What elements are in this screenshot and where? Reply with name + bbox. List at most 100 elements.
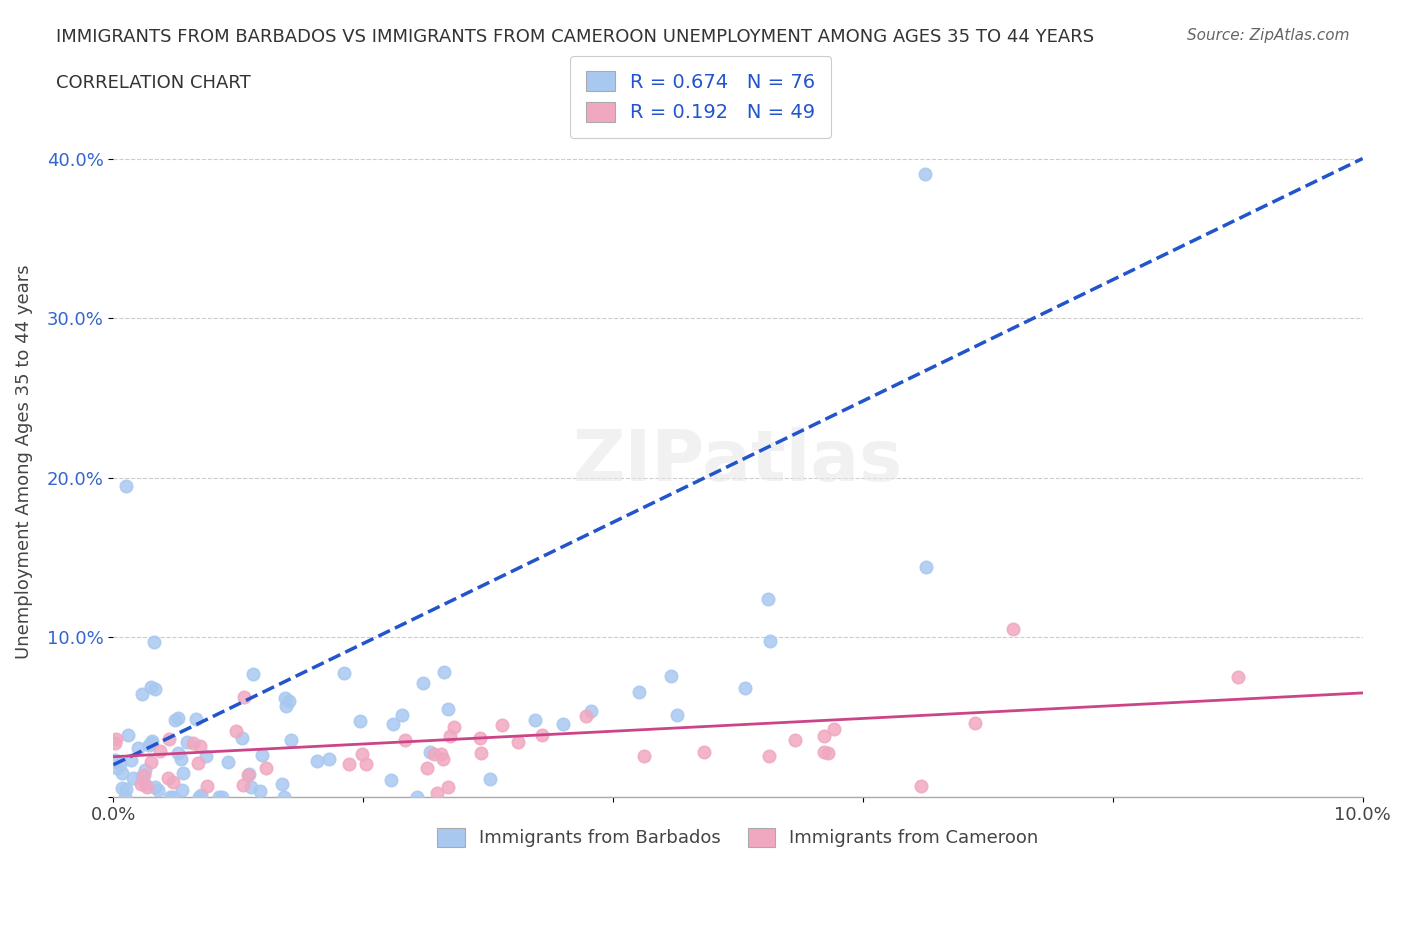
Point xyxy=(628,684,651,699)
Point xyxy=(141,679,163,694)
Point xyxy=(273,790,295,804)
Point xyxy=(553,717,575,732)
Point xyxy=(115,478,138,493)
Point xyxy=(132,767,155,782)
Point xyxy=(382,717,405,732)
Point xyxy=(217,754,239,769)
Point xyxy=(232,777,254,792)
Point xyxy=(693,744,716,759)
Point xyxy=(756,591,779,606)
Point xyxy=(277,694,299,709)
Point xyxy=(758,749,780,764)
Point xyxy=(349,713,371,728)
Point xyxy=(141,734,163,749)
Point xyxy=(111,765,134,780)
Point xyxy=(437,701,460,716)
Point xyxy=(143,634,166,649)
Point xyxy=(238,766,260,781)
Point xyxy=(443,719,465,734)
Point xyxy=(254,761,277,776)
Point xyxy=(579,704,602,719)
Point xyxy=(167,711,190,725)
Point xyxy=(195,779,218,794)
Point xyxy=(148,783,170,798)
Point xyxy=(104,736,127,751)
Point xyxy=(250,748,273,763)
Y-axis label: Unemployment Among Ages 35 to 44 years: Unemployment Among Ages 35 to 44 years xyxy=(15,264,32,659)
Point xyxy=(479,771,502,786)
Point xyxy=(437,780,460,795)
Point xyxy=(134,763,156,777)
Point xyxy=(914,559,936,574)
Point xyxy=(170,751,193,766)
Point xyxy=(120,752,142,767)
Point xyxy=(172,765,194,780)
Point xyxy=(170,783,193,798)
Point xyxy=(333,666,356,681)
Point xyxy=(114,790,136,804)
Point xyxy=(131,768,153,783)
Point xyxy=(162,775,184,790)
Point xyxy=(165,712,187,727)
Point xyxy=(167,746,190,761)
Point xyxy=(391,707,413,722)
Point xyxy=(143,682,166,697)
Point xyxy=(236,767,259,782)
Point xyxy=(194,749,217,764)
Point xyxy=(910,779,932,794)
Point xyxy=(231,730,253,745)
Point xyxy=(1001,621,1024,636)
Point xyxy=(430,747,453,762)
Point xyxy=(305,754,328,769)
Point xyxy=(131,687,153,702)
Point xyxy=(783,732,806,747)
Point xyxy=(817,746,839,761)
Point xyxy=(121,771,143,786)
Point xyxy=(159,790,181,804)
Point xyxy=(575,708,598,723)
Point xyxy=(157,731,180,746)
Point xyxy=(350,747,373,762)
Point xyxy=(394,732,416,747)
Point xyxy=(157,771,180,786)
Point xyxy=(139,736,162,751)
Point xyxy=(633,749,655,764)
Point xyxy=(274,698,297,713)
Point xyxy=(187,756,209,771)
Point xyxy=(813,728,835,743)
Point xyxy=(105,732,128,747)
Point xyxy=(914,167,936,182)
Legend: Immigrants from Barbados, Immigrants from Cameroon: Immigrants from Barbados, Immigrants fro… xyxy=(430,821,1046,855)
Point xyxy=(531,727,554,742)
Point xyxy=(406,790,429,804)
Point xyxy=(143,779,166,794)
Point xyxy=(666,708,689,723)
Point xyxy=(162,790,184,804)
Point xyxy=(103,752,125,767)
Point xyxy=(111,780,134,795)
Point xyxy=(149,744,172,759)
Point xyxy=(135,779,157,794)
Point xyxy=(270,777,292,791)
Point xyxy=(1226,670,1249,684)
Point xyxy=(139,754,162,769)
Point xyxy=(225,724,247,738)
Point xyxy=(181,736,204,751)
Point xyxy=(470,731,492,746)
Text: ZIPatlas: ZIPatlas xyxy=(574,427,903,496)
Point xyxy=(965,716,987,731)
Text: CORRELATION CHART: CORRELATION CHART xyxy=(56,74,252,92)
Point xyxy=(134,777,156,791)
Point xyxy=(188,790,211,804)
Point xyxy=(211,790,233,804)
Point xyxy=(105,760,128,775)
Point xyxy=(439,729,461,744)
Point xyxy=(337,757,360,772)
Point xyxy=(524,712,547,727)
Point xyxy=(108,756,131,771)
Point xyxy=(491,717,513,732)
Point xyxy=(423,747,446,762)
Point xyxy=(426,785,449,800)
Point xyxy=(176,735,198,750)
Point xyxy=(240,780,263,795)
